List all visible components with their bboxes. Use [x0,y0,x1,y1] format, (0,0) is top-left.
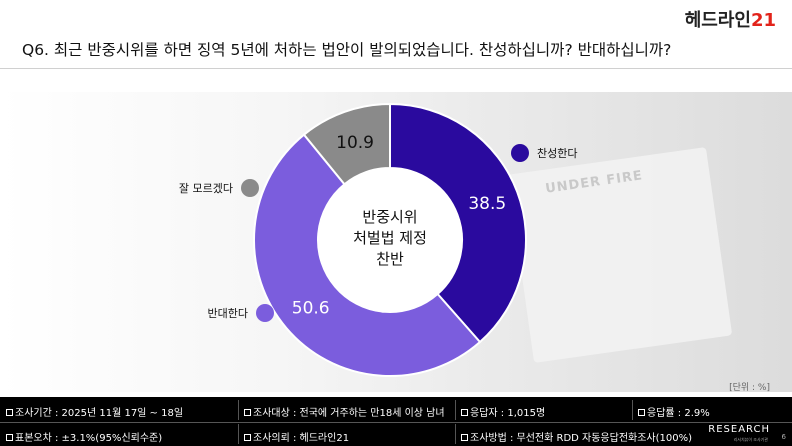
footer-divider [238,424,239,444]
footer-margin-of-error: 표본오차 : ±3.1%(95%신뢰수준) [6,429,162,444]
legend-label-oppose: 반대한다 [208,307,248,320]
slice-oppose [253,133,482,377]
footer-respondents: 응답자 : 1,015명 [461,404,545,419]
center-label-line-2: 처벌법 제정 [353,229,427,247]
legend-marker-unsure [241,179,259,197]
title-divider [0,68,792,69]
legend-label-approve: 찬성한다 [537,146,577,160]
logo: 헤드라인21 [685,6,776,32]
footer-response-rate: 응답률 : 2.9% [638,404,710,419]
page-number: 6 [781,433,786,441]
footer-survey-method: 조사방법 : 무선전화 RDD 자동응답전화조사(100%) [461,429,692,444]
research-brand-logo: RESEARCH [708,424,770,435]
logo-accent: 21 [750,10,776,31]
center-label-line-3: 찬반 [376,250,404,268]
footer-commissioned-by: 조사의뢰 : 헤드라인21 [244,429,349,444]
research-brand-subtitle: 리서치뷰이 조사기관 [733,437,768,442]
donut-slices [253,102,527,377]
footer-survey-period: 조사기간 : 2025년 11월 17일 ~ 18일 [6,404,183,419]
logo-text: 헤드라인 [684,10,751,31]
footer-survey-target: 조사대상 : 전국에 거주하는 만18세 이상 남녀 [244,404,445,419]
legend-marker-approve [511,144,529,162]
footer-divider [632,400,633,420]
slice-value-approve: 38.5 [468,194,506,214]
footer-divider [238,400,239,420]
footer-divider [455,400,456,420]
center-label-line-1: 반중시위 [362,208,417,226]
legend-label-unsure: 잘 모르겠다 [179,182,233,195]
donut-hole [318,168,462,312]
footer-divider [0,422,792,423]
footer-divider [455,424,456,444]
unit-note: [단위 : %] [729,383,770,393]
legend-marker-oppose [256,304,274,322]
slice-value-unsure: 10.9 [336,133,374,153]
question-title: Q6. 최근 반중시위를 하면 징역 5년에 처하는 법안이 발의되었습니다. … [22,41,672,59]
slice-value-labels: 38.5 50.6 10.9 [292,133,506,318]
slice-value-oppose: 50.6 [292,298,330,318]
